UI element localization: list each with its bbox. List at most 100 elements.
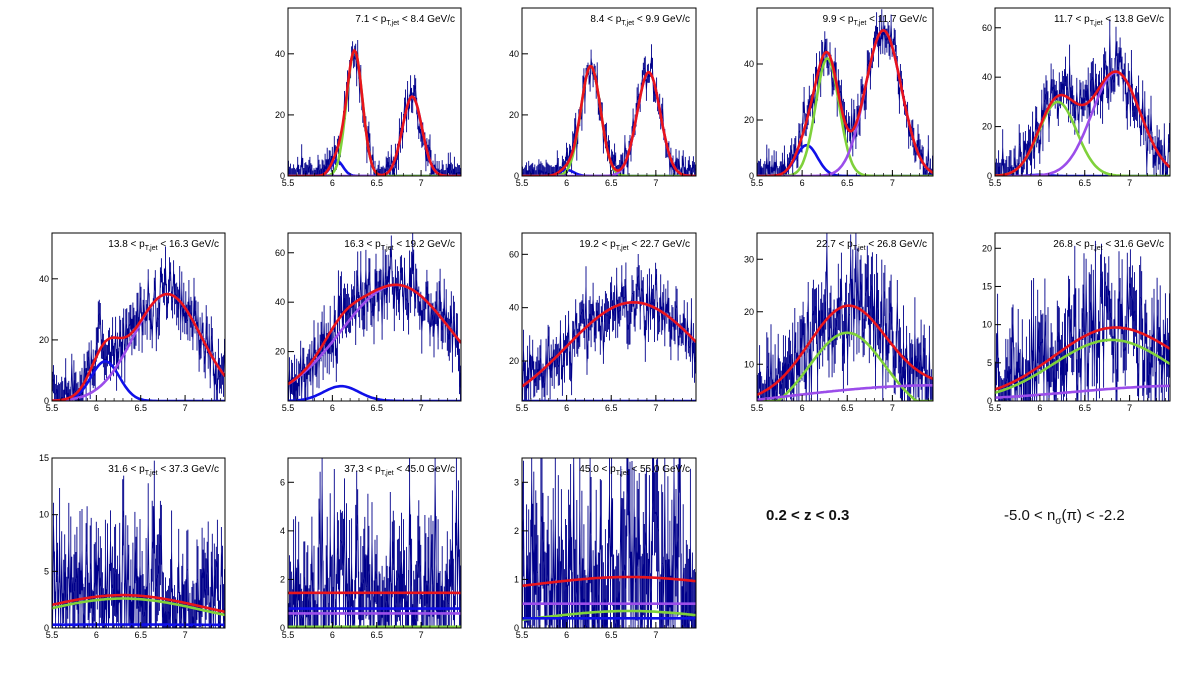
panel-frame <box>756 232 934 402</box>
fit-total <box>522 300 696 388</box>
y-tick-label: 0 <box>749 171 754 181</box>
data-histogram <box>995 19 1170 176</box>
panel-plot-area <box>522 254 696 401</box>
x-tick-label: 6.5 <box>370 630 383 640</box>
x-tick-label: 7 <box>419 630 424 640</box>
fit-total <box>757 29 933 176</box>
panel-frame <box>287 232 462 402</box>
panel-frame <box>51 232 226 402</box>
panel-frame <box>994 232 1171 402</box>
x-tick-label: 5.5 <box>989 178 1002 188</box>
x-tick-label: 5.5 <box>46 630 59 640</box>
x-tick-label: 6 <box>94 630 99 640</box>
x-tick-label: 7 <box>653 630 658 640</box>
panel-plot-area <box>757 9 933 176</box>
y-tick-label: 60 <box>982 23 992 33</box>
panel-7: 5.5 6 6.5 7 20 40 60 19.2 < pT,jet < 22.7 GeV/c <box>509 232 697 413</box>
y-tick-label: 1 <box>514 574 519 584</box>
panel-title: 11.7 < pT,jet < 13.8 GeV/c <box>1054 14 1164 27</box>
y-tick-label: 0 <box>514 171 519 181</box>
fit-total <box>995 326 1170 391</box>
y-tick-label: 2 <box>280 574 285 584</box>
panel-title: 19.2 < pT,jet < 22.7 GeV/c <box>579 239 690 252</box>
data-histogram <box>757 9 933 176</box>
fit-component-1 <box>288 384 461 401</box>
panel-plot-area <box>522 458 696 628</box>
x-tick-label: 6.5 <box>370 403 383 413</box>
x-tick-label: 6 <box>564 178 569 188</box>
panel-frame <box>521 7 697 177</box>
panel-frame <box>287 7 462 177</box>
fit-component-1 <box>757 331 933 401</box>
panel-3: 5.5 6 6.5 7 0 20 40 9.9 < pT,jet < 11.7 GeV/c <box>744 7 934 188</box>
x-tick-label: 6 <box>330 630 335 640</box>
fit-component-2 <box>757 384 933 401</box>
fit-component-1 <box>522 609 696 621</box>
panel-title: 8.4 < pT,jet < 9.9 GeV/c <box>590 14 690 27</box>
panel-2: 5.5 6 6.5 7 0 20 40 8.4 < pT,jet < 9.9 GeV/c <box>509 7 697 188</box>
y-tick-label: 0 <box>987 171 992 181</box>
y-tick-label: 40 <box>275 49 285 59</box>
fit-component-1 <box>995 338 1170 394</box>
y-tick-label: 0 <box>987 396 992 406</box>
panel-plot-area <box>757 233 933 401</box>
y-tick-label: 15 <box>39 453 49 463</box>
y-tick-label: 5 <box>987 358 992 368</box>
y-tick-label: 20 <box>982 122 992 132</box>
y-tick-label: 0 <box>280 171 285 181</box>
panel-title: 37.3 < pT,jet < 45.0 GeV/c <box>344 464 455 477</box>
panel-plot-area <box>288 458 461 628</box>
fit-total <box>757 304 933 397</box>
panel-4: 5.5 6 6.5 7 0 20 40 60 11.7 < pT,jet < 13.8 GeV/… <box>982 7 1171 188</box>
nsigma-range-label: -5.0 < nσ(π) < -2.2 <box>1004 507 1125 527</box>
x-tick-label: 6.5 <box>370 178 383 188</box>
panel-1: 5.5 6 6.5 7 0 20 40 7.1 < pT,jet < 8.4 GeV/c <box>275 7 462 188</box>
y-tick-label: 20 <box>982 243 992 253</box>
fit-component-2 <box>995 384 1170 399</box>
y-tick-label: 40 <box>982 72 992 82</box>
x-tick-label: 6.5 <box>841 178 854 188</box>
y-tick-label: 0 <box>514 623 519 633</box>
panel-plot-area <box>288 233 461 401</box>
panel-plot-area <box>995 19 1170 176</box>
x-tick-label: 6 <box>564 630 569 640</box>
x-tick-label: 6 <box>1037 178 1042 188</box>
data-histogram <box>522 254 696 401</box>
panel-frame <box>287 457 462 629</box>
panel-title: 9.9 < pT,jet < 11.7 GeV/c <box>823 14 927 27</box>
x-tick-label: 6.5 <box>134 403 147 413</box>
panel-12: 5.5 6 6.5 7 0 1 2 3 45.0 < pT,jet < 55.0 GeV/c <box>514 457 697 640</box>
data-histogram <box>288 40 461 176</box>
nsigma-subscript: σ <box>1055 516 1062 527</box>
panel-title: 26.8 < pT,jet < 31.6 GeV/c <box>1053 239 1164 252</box>
x-tick-label: 5.5 <box>751 403 764 413</box>
fit-component-1 <box>52 359 225 401</box>
x-tick-label: 7 <box>183 630 188 640</box>
panel-8: 5.5 6 6.5 7 10 20 30 22.7 < pT,jet < 26.8 GeV/c <box>744 232 934 413</box>
y-tick-label: 20 <box>39 335 49 345</box>
nsigma-suffix: (π) < -2.2 <box>1061 507 1125 524</box>
y-tick-label: 5 <box>44 566 49 576</box>
x-tick-label: 6.5 <box>134 630 147 640</box>
panel-plot-area <box>52 460 225 628</box>
y-tick-label: 20 <box>275 110 285 120</box>
panel-plot-area <box>288 40 461 176</box>
panel-5: 5.5 6 6.5 7 0 20 40 13.8 < pT,jet < 16.3 GeV/c <box>39 232 226 413</box>
y-tick-label: 2 <box>514 526 519 536</box>
x-tick-label: 6.5 <box>605 403 618 413</box>
x-tick-label: 7 <box>890 178 895 188</box>
panel-frame <box>521 232 697 402</box>
z-range-label: 0.2 < z < 0.3 <box>766 507 850 524</box>
x-tick-label: 7 <box>1127 178 1132 188</box>
x-tick-label: 6 <box>330 403 335 413</box>
y-tick-label: 6 <box>280 477 285 487</box>
x-tick-label: 5.5 <box>516 178 529 188</box>
y-tick-label: 4 <box>280 526 285 536</box>
y-tick-label: 40 <box>509 303 519 313</box>
panel-10: 5.5 6 6.5 7 0 5 10 15 31.6 < pT,jet < 37.3 GeV/c <box>39 453 226 640</box>
x-tick-label: 7 <box>419 403 424 413</box>
fit-component-1 <box>52 597 225 617</box>
y-tick-label: 0 <box>44 623 49 633</box>
x-tick-label: 7 <box>419 178 424 188</box>
